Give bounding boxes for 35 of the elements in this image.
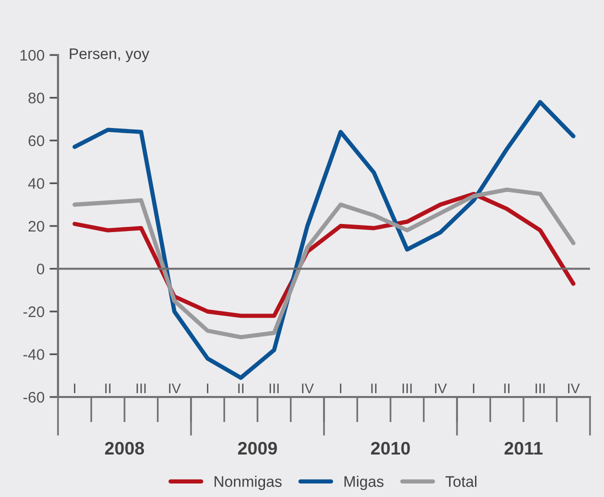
legend-label: Nonmigas — [214, 476, 282, 490]
y-tick-label: 0 — [36, 264, 44, 274]
text: 2010 — [371, 442, 410, 455]
y-tick-label: 80 — [28, 92, 44, 104]
y-tick-label: 60 — [28, 135, 44, 146]
x-tick-label: IV — [169, 384, 181, 394]
x-tick-label: IV — [435, 384, 447, 394]
y-tick-label: 20 — [28, 220, 44, 232]
text: 2008 — [105, 442, 144, 455]
x-tick-label: II — [105, 384, 110, 394]
y-tick-label: 40 — [28, 178, 44, 189]
line-series — [72, 100, 576, 380]
y-tick-label: 100 — [20, 50, 44, 61]
y-tick-label: -60 — [23, 392, 44, 403]
x-tick-label: I — [340, 384, 342, 394]
x-tick-label: IV — [302, 384, 314, 394]
line-series — [72, 188, 576, 340]
y-axis-title: Persen, yoy — [70, 48, 150, 62]
text: 2011 — [504, 442, 543, 455]
text: 2009 — [238, 442, 277, 455]
x-tick-label: III — [270, 384, 279, 394]
x-tick-label: I — [74, 384, 76, 394]
x-tick-label: I — [206, 384, 208, 394]
y-tick-label: -20 — [23, 306, 44, 318]
x-tick-label: IV — [568, 384, 580, 394]
x-tick-label: I — [472, 384, 474, 394]
x-tick-label: III — [136, 384, 146, 394]
y-tick-label: -40 — [23, 349, 44, 360]
x-tick-label: II — [504, 384, 510, 394]
x-tick-label: III — [536, 384, 545, 394]
legend-label: Total — [445, 476, 476, 487]
legend-label: Migas — [344, 476, 384, 490]
x-tick-label: II — [238, 384, 244, 394]
x-tick-label: II — [371, 384, 376, 394]
x-tick-label: III — [402, 384, 412, 394]
